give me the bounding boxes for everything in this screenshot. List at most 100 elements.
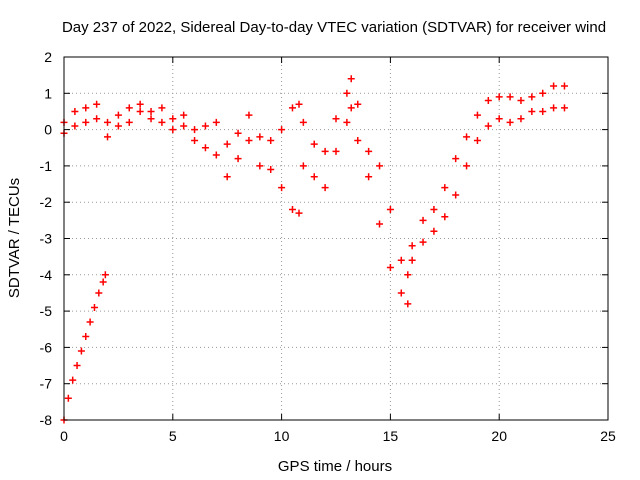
data-point: [397, 256, 405, 264]
data-point: [539, 107, 547, 115]
data-point: [495, 93, 503, 101]
data-point: [99, 278, 107, 286]
data-point: [419, 238, 427, 246]
data-point: [104, 133, 112, 141]
x-tick-label: 0: [60, 428, 68, 444]
data-point: [495, 115, 503, 123]
data-point: [386, 264, 394, 272]
data-point: [310, 173, 318, 181]
data-point: [256, 162, 264, 170]
data-point: [343, 118, 351, 126]
data-point: [82, 333, 90, 341]
data-point: [73, 362, 81, 370]
data-point: [528, 93, 536, 101]
data-point: [223, 173, 231, 181]
y-tick-label: -1: [40, 158, 53, 174]
y-tick-label: -4: [40, 267, 53, 283]
series-band-lower: [60, 104, 568, 308]
data-point: [386, 205, 394, 213]
data-point: [365, 147, 373, 155]
data-point: [354, 136, 362, 144]
data-point: [104, 118, 112, 126]
data-point: [441, 184, 449, 192]
data-point: [147, 107, 155, 115]
grid-lines: [64, 57, 608, 420]
data-point: [256, 133, 264, 141]
data-point: [354, 100, 362, 108]
x-tick-label: 5: [169, 428, 177, 444]
data-point: [397, 289, 405, 297]
data-points: [60, 75, 568, 424]
data-point: [90, 303, 98, 311]
data-point: [528, 107, 536, 115]
data-point: [484, 97, 492, 105]
data-point: [147, 115, 155, 123]
data-point: [69, 376, 77, 384]
data-point: [347, 75, 355, 83]
data-point: [95, 289, 103, 297]
data-point: [463, 133, 471, 141]
data-point: [158, 118, 166, 126]
data-point: [71, 122, 79, 130]
data-point: [191, 136, 199, 144]
data-point: [430, 205, 438, 213]
data-point: [347, 104, 355, 112]
data-point: [82, 118, 90, 126]
y-tick-label: -5: [40, 303, 53, 319]
data-point: [77, 347, 85, 355]
x-tick-label: 25: [600, 428, 616, 444]
data-point: [234, 155, 242, 163]
data-point: [212, 118, 220, 126]
x-tick-label: 20: [491, 428, 507, 444]
data-point: [169, 115, 177, 123]
data-point: [180, 122, 188, 130]
data-point: [212, 151, 220, 159]
x-tick-label: 10: [274, 428, 290, 444]
y-tick-label: -6: [40, 339, 53, 355]
x-tick-label: 15: [383, 428, 399, 444]
chart-title: Day 237 of 2022, Sidereal Day-to-day VTE…: [62, 19, 606, 36]
data-point: [223, 140, 231, 148]
data-point: [64, 394, 72, 402]
data-point: [321, 147, 329, 155]
data-point: [517, 97, 525, 105]
data-point: [245, 136, 253, 144]
data-point: [408, 256, 416, 264]
data-point: [550, 104, 558, 112]
data-point: [310, 140, 318, 148]
y-tick-label: -7: [40, 376, 53, 392]
data-point: [86, 318, 94, 326]
y-tick-label: -3: [40, 231, 53, 247]
data-point: [506, 93, 514, 101]
data-point: [506, 118, 514, 126]
y-tick-label: 0: [44, 122, 52, 138]
data-point: [191, 126, 199, 134]
data-point: [408, 242, 416, 250]
data-point: [245, 111, 253, 119]
data-point: [114, 122, 122, 130]
data-point: [295, 100, 303, 108]
data-point: [278, 126, 286, 134]
data-point: [343, 89, 351, 97]
data-point: [125, 118, 133, 126]
data-point: [125, 104, 133, 112]
data-point: [136, 100, 144, 108]
data-point: [550, 82, 558, 90]
series-band-upper: [60, 75, 568, 279]
axis-ticks: 0 5 10 15 20 25 -8 -7 -6 -5 -4 -3 -2 -1 0 1 2: [40, 49, 616, 444]
data-point: [376, 220, 384, 228]
data-point: [365, 173, 373, 181]
data-point: [278, 184, 286, 192]
data-point: [71, 107, 79, 115]
data-point: [288, 205, 296, 213]
data-point: [473, 136, 481, 144]
data-point: [404, 300, 412, 308]
data-point: [158, 104, 166, 112]
data-point: [452, 155, 460, 163]
data-point: [180, 111, 188, 119]
data-point: [452, 191, 460, 199]
data-point: [93, 115, 101, 123]
data-point: [419, 216, 427, 224]
y-tick-label: 2: [44, 49, 52, 65]
